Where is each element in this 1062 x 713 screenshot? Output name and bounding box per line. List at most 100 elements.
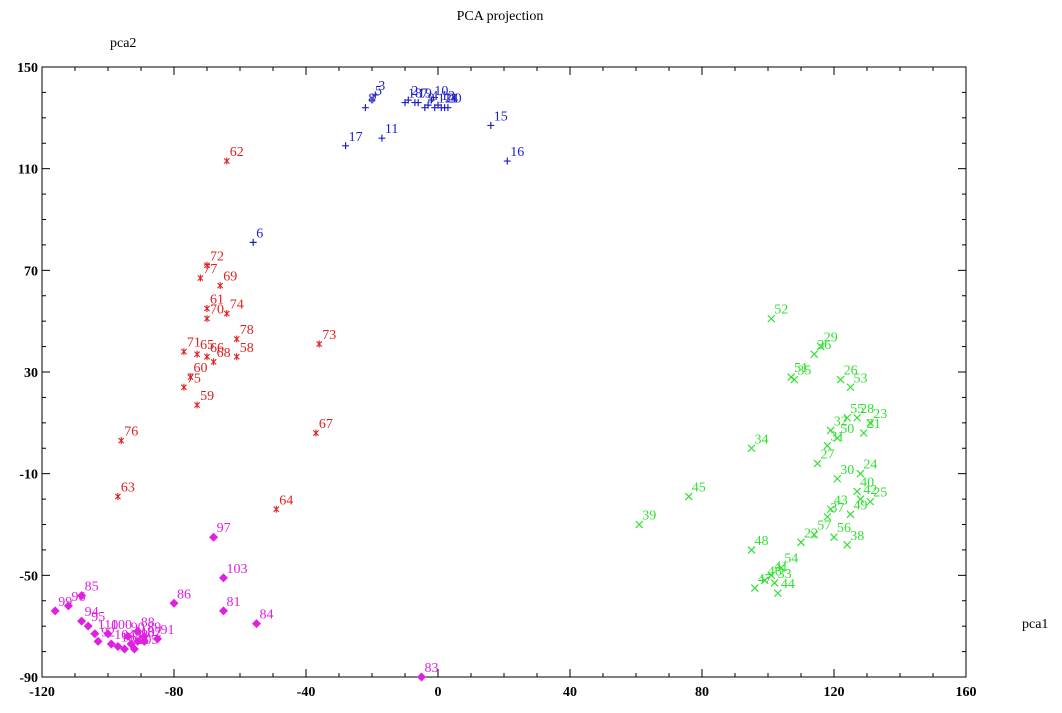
asterisk-marker xyxy=(114,493,121,501)
data-point: 90 xyxy=(123,620,145,641)
data-point: 84 xyxy=(252,608,274,629)
point-label: 29 xyxy=(824,331,838,346)
data-point: 94 xyxy=(77,605,99,626)
diamond-marker xyxy=(169,598,179,608)
data-point: 38 xyxy=(843,529,864,549)
point-label: 48 xyxy=(755,534,769,549)
point-label: 85 xyxy=(85,580,99,595)
asterisk-marker xyxy=(233,353,240,361)
data-point: 67 xyxy=(312,417,333,437)
point-label: 49 xyxy=(854,498,868,513)
point-label: 44 xyxy=(781,577,795,592)
point-label: 20 xyxy=(448,92,462,107)
cross-marker xyxy=(846,383,855,392)
point-label: 35 xyxy=(797,364,811,379)
data-point: 88 xyxy=(133,615,155,636)
diamond-marker xyxy=(106,639,116,649)
point-label: 56 xyxy=(837,521,851,536)
data-point: 41 xyxy=(767,559,788,580)
cross-marker xyxy=(856,495,865,504)
plus-marker xyxy=(378,134,386,142)
data-point: 77 xyxy=(197,262,217,282)
point-label: 8 xyxy=(368,92,375,107)
asterisk-marker xyxy=(210,358,217,366)
point-label: 77 xyxy=(203,262,217,277)
cross-marker xyxy=(635,520,644,529)
data-point: 95 xyxy=(83,610,105,631)
point-label: 94 xyxy=(85,605,99,620)
data-point: 45 xyxy=(684,481,706,501)
asterisk-marker xyxy=(203,304,211,312)
point-label: 62 xyxy=(230,145,244,160)
data-point: 71 xyxy=(180,336,201,356)
data-point: 49 xyxy=(846,498,868,519)
point-label: 30 xyxy=(840,463,854,478)
asterisk-marker xyxy=(194,350,201,358)
plus-marker xyxy=(427,96,435,104)
data-point: 22 xyxy=(797,526,818,547)
point-label: 36 xyxy=(817,338,831,353)
cross-marker xyxy=(810,350,819,359)
y-axis-label: pca2 xyxy=(110,36,136,51)
point-label: 57 xyxy=(817,519,831,534)
y-tick-label: -50 xyxy=(19,569,38,584)
point-label: 58 xyxy=(240,341,254,356)
point-label: 71 xyxy=(187,336,201,351)
data-point: 53 xyxy=(846,371,868,392)
cross-marker xyxy=(859,429,868,437)
data-point: 62 xyxy=(223,145,244,165)
point-label: 75 xyxy=(187,371,201,386)
point-label: 38 xyxy=(850,529,864,544)
cross-marker xyxy=(770,579,779,587)
plus-marker xyxy=(368,96,376,104)
point-label: 59 xyxy=(200,389,214,404)
asterisk-marker xyxy=(203,261,211,269)
y-tick-label: 30 xyxy=(24,366,38,381)
cross-marker xyxy=(767,314,776,323)
plus-marker xyxy=(414,99,422,107)
plus-marker xyxy=(404,96,412,104)
point-label: 11 xyxy=(385,122,398,137)
data-point: 50 xyxy=(833,422,854,443)
point-label: 88 xyxy=(141,615,155,630)
diamond-marker xyxy=(63,601,73,611)
point-label: 54 xyxy=(784,552,798,567)
diamond-marker xyxy=(219,606,228,616)
point-label: 40 xyxy=(860,475,874,490)
point-label: 2 xyxy=(411,84,418,99)
cross-marker xyxy=(853,487,862,496)
data-point: 55 xyxy=(843,402,864,422)
cross-marker xyxy=(787,373,796,382)
data-point: 78 xyxy=(233,323,254,343)
cross-marker xyxy=(833,434,842,443)
data-point: 30 xyxy=(833,463,854,483)
point-label: 91 xyxy=(161,623,175,638)
point-label: 7 xyxy=(421,87,428,102)
point-label: 18 xyxy=(408,87,422,102)
data-point: 2 xyxy=(404,84,418,104)
point-label: 53 xyxy=(854,371,868,386)
point-label: 66 xyxy=(210,341,224,356)
diamond-marker xyxy=(133,636,143,646)
cross-marker xyxy=(866,497,875,506)
diamond-marker xyxy=(77,591,87,601)
data-point: 65 xyxy=(194,338,214,358)
cross-marker xyxy=(843,413,852,422)
chart-title: PCA projection xyxy=(457,9,544,24)
plus-marker xyxy=(361,104,369,112)
x-tick-label: 160 xyxy=(956,685,977,700)
point-label: 52 xyxy=(774,303,788,318)
point-label: 84 xyxy=(260,608,274,623)
cross-marker xyxy=(747,444,756,453)
point-label: 110 xyxy=(98,618,118,633)
diamond-marker xyxy=(120,644,129,654)
point-label: 46 xyxy=(768,564,782,579)
point-label: 17 xyxy=(349,130,363,145)
data-point: 48 xyxy=(747,534,769,554)
point-label: 23 xyxy=(873,407,887,422)
diamond-marker xyxy=(153,634,162,644)
asterisk-marker xyxy=(233,335,240,343)
asterisk-marker xyxy=(316,340,323,348)
